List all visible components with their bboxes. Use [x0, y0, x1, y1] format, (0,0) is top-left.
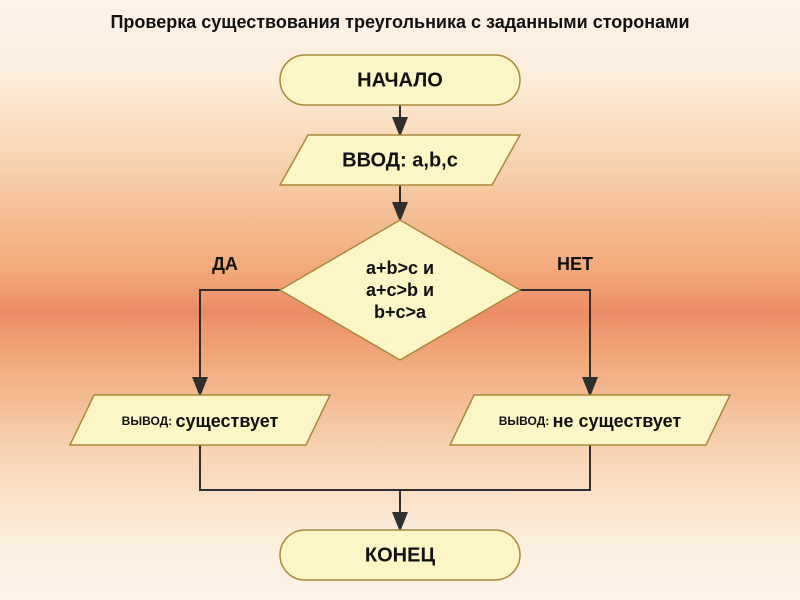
edge-3: [520, 290, 590, 395]
output-yes-label: ВЫВОД: существует: [122, 411, 279, 431]
decision-line-2: b+c>a: [374, 302, 427, 322]
edge-2: [200, 290, 280, 395]
edge-5: [400, 445, 590, 490]
decision-line-0: a+b>c и: [366, 258, 434, 278]
decision-line-1: a+c>b и: [366, 280, 434, 300]
end-label: КОНЕЦ: [365, 544, 436, 566]
input-label: ВВОД: a,b,c: [342, 149, 458, 171]
edge-4: [200, 445, 400, 490]
flowchart-canvas: НАЧАЛО ВВОД: a,b,c a+b>c иa+c>b иb+c>a ВЫВО…: [0, 0, 800, 600]
branch-label-yes: ДА: [212, 254, 238, 274]
output-no-label: ВЫВОД: не существует: [499, 411, 682, 431]
start-label: НАЧАЛО: [357, 69, 443, 91]
branch-label-no: НЕТ: [557, 254, 593, 274]
